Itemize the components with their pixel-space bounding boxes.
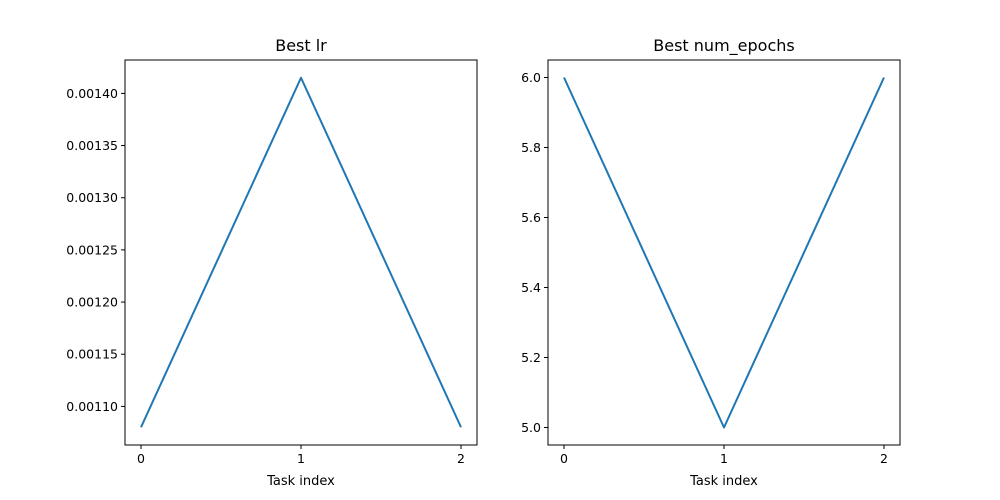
y-tick-label: 5.4 bbox=[521, 280, 541, 295]
y-axis: 0.00110 0.00115 0.00120 0.00125 0.00130 0.001… bbox=[66, 86, 125, 414]
y-tick-label: 5.6 bbox=[521, 210, 541, 225]
y-tick-label: 0.00140 bbox=[66, 86, 118, 101]
x-tick-label: 2 bbox=[880, 451, 888, 466]
chart-title: Best lr bbox=[275, 36, 327, 55]
plot-series bbox=[140, 76, 462, 428]
y-tick-label: 5.8 bbox=[521, 140, 541, 155]
plot-frame bbox=[124, 59, 478, 446]
chart-title: Best num_epochs bbox=[653, 36, 794, 56]
series-line bbox=[140, 76, 462, 428]
y-tick-label: 0.00115 bbox=[66, 347, 118, 362]
y-tick-label: 0.00110 bbox=[66, 399, 118, 414]
x-axis-label: Task index bbox=[689, 474, 758, 489]
x-tick-label: 2 bbox=[457, 451, 465, 466]
y-tick-label: 0.00130 bbox=[66, 190, 118, 205]
y-tick-label: 5.0 bbox=[521, 420, 541, 435]
series-line bbox=[563, 77, 885, 429]
y-tick-label: 0.00125 bbox=[66, 242, 118, 257]
y-tick-label: 6.0 bbox=[521, 70, 541, 85]
y-tick-label: 5.2 bbox=[521, 350, 541, 365]
x-tick-label: 1 bbox=[720, 451, 728, 466]
x-tick-label: 0 bbox=[560, 451, 568, 466]
plot-series bbox=[563, 77, 885, 429]
y-axis: 5.0 5.2 5.4 5.6 5.8 6.0 bbox=[521, 70, 548, 435]
x-tick-label: 1 bbox=[297, 451, 305, 466]
y-tick-label: 0.00135 bbox=[66, 138, 118, 153]
x-axis: 0 1 2 bbox=[137, 445, 465, 466]
x-tick-label: 0 bbox=[137, 451, 145, 466]
chart-best-lr: Best lr 0.001100.001150.001200.001250.00… bbox=[66, 36, 478, 489]
x-axis: 0 1 2 bbox=[560, 445, 888, 466]
y-tick-label: 0.00120 bbox=[66, 295, 118, 310]
chart-best-num-epochs: Best num_epochs 5.0 5.2 5.4 5.6 5.8 6.0 0 1 2 T… bbox=[521, 36, 901, 489]
x-axis-label: Task index bbox=[266, 474, 335, 489]
plot-frame bbox=[547, 59, 901, 446]
